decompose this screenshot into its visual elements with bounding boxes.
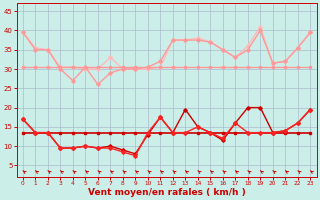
X-axis label: Vent moyen/en rafales ( km/h ): Vent moyen/en rafales ( km/h )	[88, 188, 245, 197]
